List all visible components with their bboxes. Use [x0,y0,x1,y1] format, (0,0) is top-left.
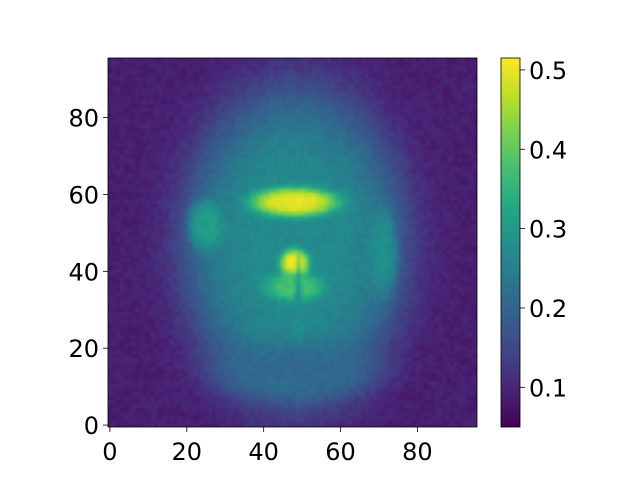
colorbar-tick-label: 0.1 [529,374,567,402]
y-tick-label: 20 [68,335,99,363]
y-tick-label: 60 [68,181,99,209]
colorbar-tick-label: 0.3 [529,216,567,244]
x-tick-label: 40 [248,438,279,466]
plot-frame [107,57,478,428]
x-axis: 0 20 40 60 80 [102,427,433,466]
x-tick-label: 0 [102,438,117,466]
y-tick-label: 40 [68,258,99,286]
y-tick-label: 0 [84,412,99,440]
colorbar-gradient [501,58,520,427]
y-axis: 0 20 40 60 80 [68,105,108,440]
x-tick-label: 20 [172,438,203,466]
colorbar-tick-label: 0.4 [529,136,567,164]
y-tick-label: 80 [68,105,99,133]
x-tick-label: 60 [325,438,356,466]
heatmap-image [108,58,477,427]
colorbar-ticks: 0.1 0.2 0.3 0.4 0.5 [520,57,567,402]
colorbar-tick-label: 0.5 [529,57,567,85]
colorbar: 0.1 0.2 0.3 0.4 0.5 [500,57,567,428]
heatmap-plot-area [107,57,478,428]
colorbar-tick-label: 0.2 [529,295,567,323]
x-tick-label: 80 [402,438,433,466]
colorbar-frame [500,57,521,428]
